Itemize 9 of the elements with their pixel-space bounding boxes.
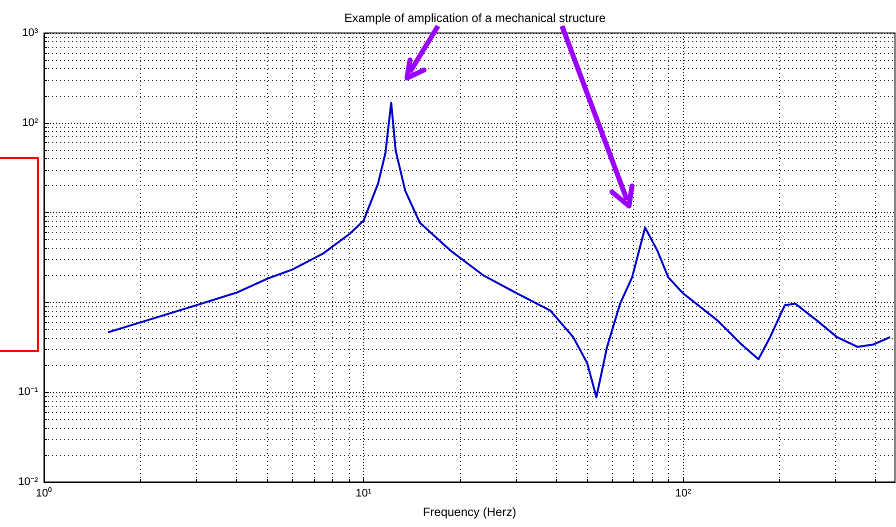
- y-tick-label: 10²: [22, 116, 38, 129]
- x-tick-label: 10²: [675, 488, 692, 500]
- y-tick-label: 10⁻¹: [18, 386, 38, 398]
- x-axis-title: Frequency (Herz): [422, 505, 516, 519]
- x-tick-label: 10¹: [356, 488, 372, 500]
- x-tick-label: 10⁰: [36, 486, 52, 500]
- chart-title: Example of amplication of a mechanical structure: [344, 11, 606, 25]
- y-tick-label: 10³: [22, 27, 38, 39]
- y-tick-label: 10⁻²: [18, 476, 38, 488]
